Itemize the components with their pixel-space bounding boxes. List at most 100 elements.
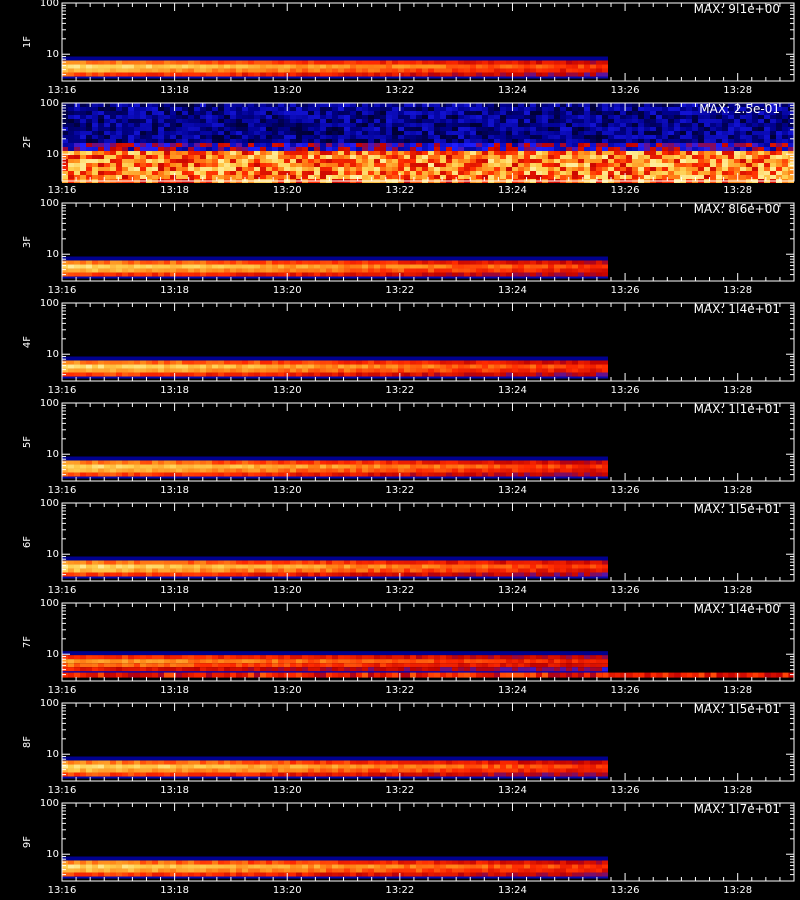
heatmap-cell <box>566 364 572 369</box>
heatmap-cell <box>224 56 230 61</box>
heatmap-cell <box>260 364 266 369</box>
heatmap-cell <box>392 135 398 139</box>
heatmap-cell <box>716 155 722 159</box>
heatmap-cell <box>308 372 314 377</box>
heatmap-cell <box>566 68 572 73</box>
heatmap-cell <box>560 163 566 167</box>
heatmap-cell <box>314 264 320 269</box>
heatmap-cell <box>272 103 278 107</box>
heatmap-cell <box>734 147 740 151</box>
heatmap-cell <box>656 167 662 171</box>
heatmap-cell <box>344 72 350 77</box>
heatmap-cell <box>530 256 536 261</box>
heatmap-cell <box>338 256 344 261</box>
heatmap-cell <box>110 131 116 135</box>
heatmap-cell <box>656 143 662 147</box>
heatmap-cell <box>530 139 536 143</box>
heatmap-cell <box>374 256 380 261</box>
heatmap-cell <box>608 135 614 139</box>
heatmap-cell <box>170 171 176 175</box>
heatmap-cell <box>674 151 680 155</box>
heatmap-cell <box>350 147 356 151</box>
heatmap-cell <box>332 131 338 135</box>
heatmap-cell <box>122 139 128 143</box>
heatmap-cell <box>476 264 482 269</box>
heatmap-cell <box>314 107 320 111</box>
heatmap-cell <box>254 268 260 273</box>
heatmap-cell <box>596 107 602 111</box>
heatmap-cell <box>356 115 362 119</box>
heatmap-cell <box>80 64 86 69</box>
heatmap-cell <box>548 143 554 147</box>
heatmap-cell <box>242 364 248 369</box>
x-tick-label: 13:20 <box>273 285 302 296</box>
heatmap-cell <box>734 171 740 175</box>
heatmap-cell <box>170 472 176 477</box>
heatmap-cell <box>110 460 116 465</box>
heatmap-cell <box>554 356 560 361</box>
heatmap-cell <box>104 360 110 365</box>
heatmap-cell <box>188 127 194 131</box>
heatmap-cell <box>752 139 758 143</box>
heatmap-cell <box>416 131 422 135</box>
heatmap-cell <box>296 119 302 123</box>
heatmap-cell <box>98 115 104 119</box>
heatmap-cell <box>242 456 248 461</box>
heatmap-cell <box>398 103 404 107</box>
heatmap-cell <box>260 64 266 69</box>
heatmap-cell <box>620 135 626 139</box>
heatmap-cell <box>218 72 224 77</box>
heatmap-cell <box>188 147 194 151</box>
heatmap-cell <box>152 468 158 473</box>
heatmap-cell <box>74 167 80 171</box>
heatmap-cell <box>338 272 344 277</box>
heatmap-cell <box>188 64 194 69</box>
heatmap-cell <box>92 115 98 119</box>
heatmap-cell <box>296 472 302 477</box>
heatmap-cell <box>362 264 368 269</box>
heatmap-cell <box>164 119 170 123</box>
heatmap-cell <box>266 147 272 151</box>
heatmap-cell <box>782 143 788 147</box>
heatmap-cell <box>320 131 326 135</box>
heatmap-cell <box>458 171 464 175</box>
heatmap-cell <box>350 143 356 147</box>
heatmap-cell <box>374 147 380 151</box>
heatmap-cell <box>74 56 80 61</box>
heatmap-cell <box>536 151 542 155</box>
heatmap-cell <box>128 464 134 469</box>
heatmap-cell <box>182 107 188 111</box>
heatmap-cell <box>404 68 410 73</box>
heatmap-cell <box>242 163 248 167</box>
heatmap-cell <box>308 147 314 151</box>
heatmap-cell <box>428 111 434 115</box>
heatmap-cell <box>248 159 254 163</box>
heatmap-cell <box>278 143 284 147</box>
heatmap-cell <box>260 115 266 119</box>
heatmap-cell <box>248 272 254 277</box>
heatmap-cell <box>332 56 338 61</box>
heatmap-cell <box>164 264 170 269</box>
x-tick-label: 13:24 <box>498 185 527 196</box>
heatmap-cell <box>632 167 638 171</box>
heatmap-cell <box>350 115 356 119</box>
heatmap-cell <box>146 119 152 123</box>
heatmap-cell <box>68 167 74 171</box>
heatmap-cell <box>362 111 368 115</box>
heatmap-cell <box>320 56 326 61</box>
heatmap-cell <box>602 143 608 147</box>
heatmap-cell <box>410 127 416 131</box>
heatmap-cell <box>176 159 182 163</box>
heatmap-cell <box>380 143 386 147</box>
heatmap-cell <box>122 127 128 131</box>
heatmap-cell <box>482 163 488 167</box>
heatmap-cell <box>194 68 200 73</box>
heatmap-cell <box>326 368 332 373</box>
heatmap-cell <box>128 103 134 107</box>
heatmap-cell <box>260 472 266 477</box>
heatmap-cell <box>422 123 428 127</box>
heatmap-cell <box>422 155 428 159</box>
heatmap-cell <box>758 143 764 147</box>
heatmap-cell <box>242 72 248 77</box>
heatmap-cell <box>668 147 674 151</box>
